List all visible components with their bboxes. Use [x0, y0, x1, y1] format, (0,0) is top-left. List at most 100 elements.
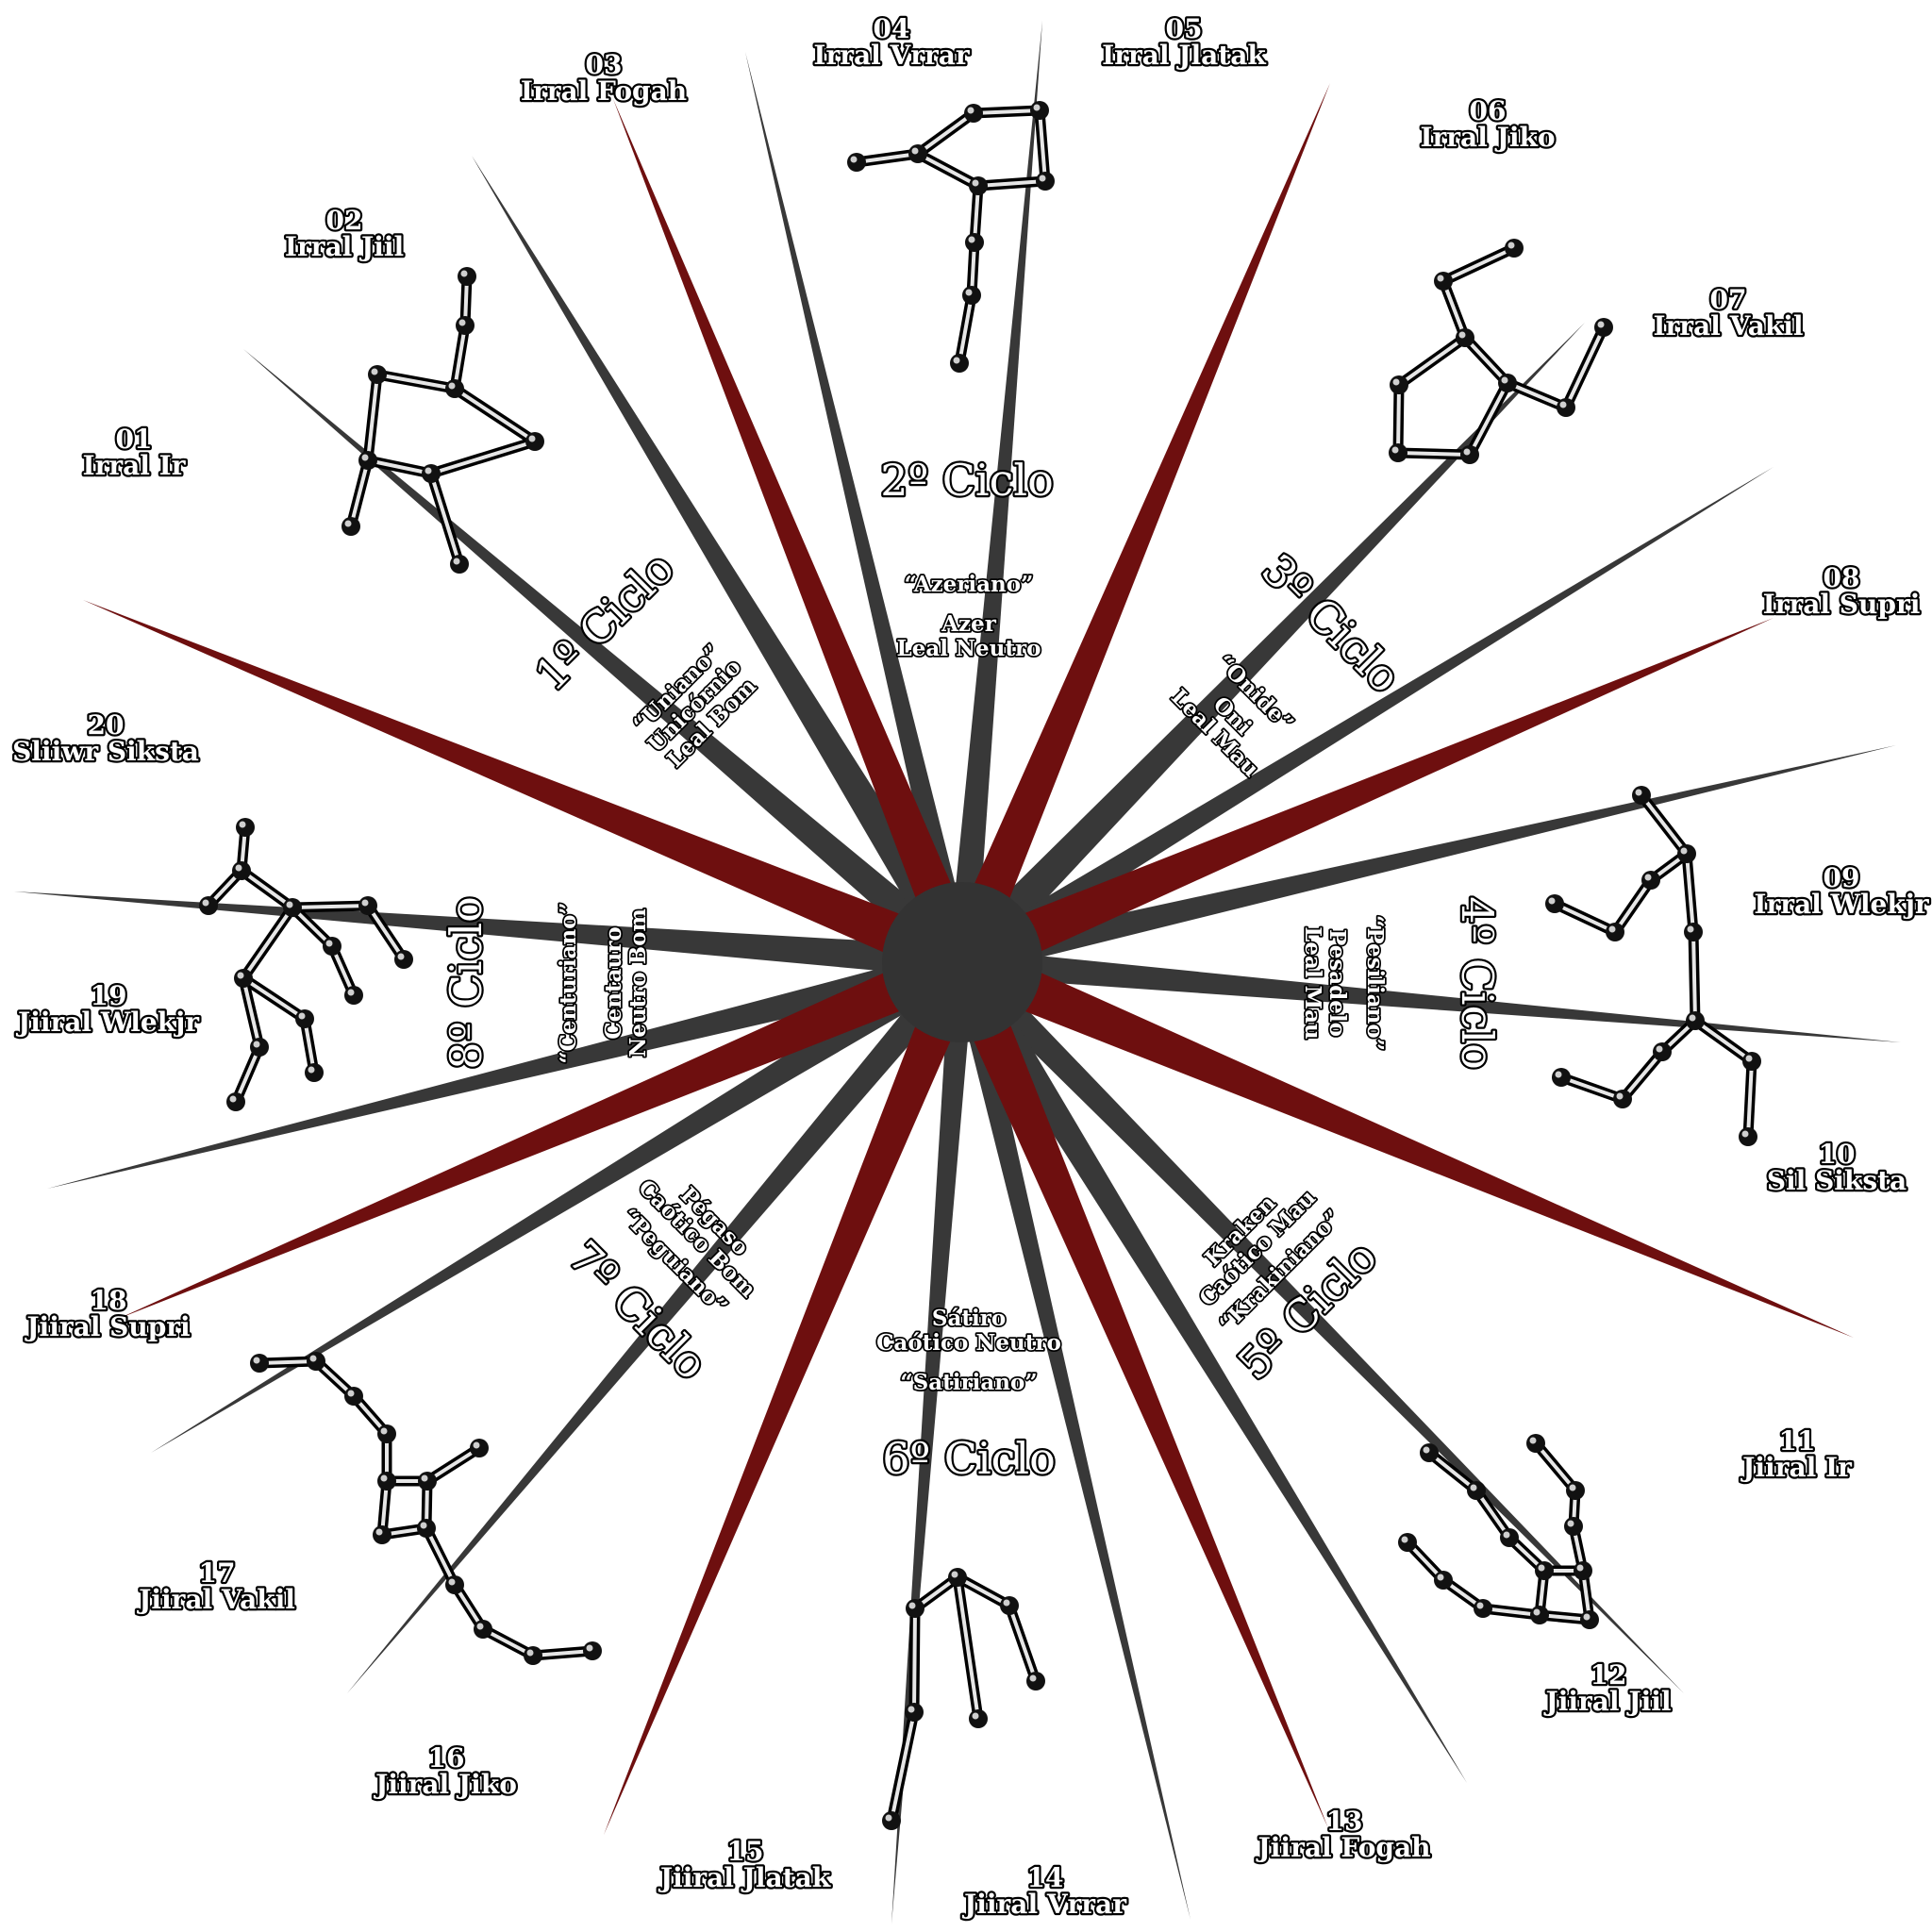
- star-shine: [1391, 446, 1399, 454]
- constellation-link-highlight: [242, 906, 294, 980]
- star-shine: [448, 382, 456, 390]
- star: [1557, 398, 1575, 417]
- constellation-6: [882, 1568, 1045, 1830]
- constellation-link-highlight: [242, 976, 261, 1049]
- star: [905, 1703, 924, 1722]
- constellation-link-highlight: [956, 1575, 1011, 1607]
- star: [847, 153, 866, 172]
- ray-13: [347, 953, 974, 1693]
- constellation-link-highlight: [1621, 1050, 1664, 1101]
- star: [1574, 1561, 1592, 1580]
- ray-1: [243, 349, 974, 974]
- star: [1434, 1571, 1453, 1590]
- star: [524, 1646, 542, 1665]
- star-shine: [425, 467, 432, 475]
- star: [1594, 318, 1613, 337]
- constellation-link-highlight: [916, 111, 975, 156]
- constellation-link-highlight: [1038, 108, 1047, 183]
- cycle-7-title: 7º Ciclo: [558, 1231, 717, 1390]
- star-shine: [1555, 1071, 1562, 1078]
- constellation-link-highlight: [976, 179, 1047, 188]
- star-shine: [1616, 1092, 1624, 1100]
- star: [583, 1641, 602, 1660]
- star-shine: [1559, 401, 1567, 408]
- ray-11: [950, 958, 1191, 1920]
- constellation-link-highlight: [1685, 852, 1695, 934]
- constellation-link-highlight: [349, 458, 370, 528]
- star: [344, 986, 363, 1005]
- cycle-8-title: 8º Ciclo: [441, 896, 491, 1070]
- star: [882, 1811, 901, 1830]
- ray-2: [472, 156, 978, 972]
- star: [1742, 1052, 1761, 1071]
- star-shine: [1576, 1564, 1584, 1572]
- star: [283, 898, 302, 917]
- star-shine: [380, 1474, 388, 1482]
- star: [1739, 1127, 1757, 1146]
- star: [1474, 1599, 1492, 1618]
- star-shine: [1003, 1599, 1010, 1607]
- star: [1686, 1011, 1705, 1030]
- star: [1535, 1561, 1554, 1580]
- ray-18: [942, 83, 1330, 971]
- constellation-link-highlight: [1693, 1019, 1754, 1063]
- star: [1566, 1481, 1585, 1500]
- star-shine: [375, 1528, 383, 1536]
- star: [1000, 1596, 1019, 1615]
- star-shine: [1745, 1055, 1753, 1062]
- constellation-link-highlight: [291, 904, 370, 909]
- star: [1434, 272, 1453, 291]
- constellation-link-highlight: [234, 1045, 261, 1104]
- constellation-3: [1389, 239, 1613, 464]
- star: [445, 1575, 464, 1594]
- star-shine: [308, 1066, 315, 1074]
- month-18: 18 Jiiral Supri: [24, 1285, 190, 1342]
- cycle-8-info: “Centuriano” CentauroNeutro Bom: [556, 902, 651, 1063]
- ray-14: [151, 949, 971, 1453]
- star: [417, 1519, 436, 1538]
- constellation-link-highlight: [531, 1649, 594, 1657]
- star: [1632, 786, 1651, 805]
- ray-17: [613, 99, 982, 971]
- star: [1530, 1606, 1549, 1624]
- star: [226, 1092, 245, 1111]
- star: [341, 517, 360, 536]
- ray-20: [953, 941, 1854, 1338]
- star: [1456, 328, 1474, 347]
- ray-21: [941, 954, 1328, 1828]
- star-shine: [1392, 378, 1400, 386]
- cycle-3-title: 3º Ciclo: [1252, 544, 1410, 703]
- star: [358, 896, 377, 915]
- ray-group: [14, 21, 1901, 1924]
- month-labels: 01 Irral Ir 02 Irral Jiil 03 Irral Fogah 04…: [10, 11, 1932, 1923]
- star: [908, 144, 927, 163]
- star-shine: [1470, 1484, 1477, 1491]
- cycle-6-info: Sátiro Caótico Neutro “Satiriano”: [876, 1306, 1061, 1395]
- star-shine: [237, 972, 244, 979]
- ray-15: [47, 947, 966, 1189]
- star-shine: [1401, 1536, 1408, 1543]
- constellation-link-highlight: [1396, 383, 1401, 455]
- constellation-link-highlight: [1397, 336, 1467, 387]
- ray-19: [953, 618, 1774, 984]
- star-shine: [965, 289, 973, 296]
- constellation-link-highlight: [912, 1607, 917, 1714]
- star: [1505, 239, 1524, 258]
- star-shine: [1583, 1613, 1591, 1621]
- month-12: 12 Jiiral Jiil: [1543, 1659, 1672, 1717]
- star-shine: [951, 1571, 958, 1578]
- star: [1526, 1434, 1545, 1453]
- constellation-link-highlight: [1746, 1059, 1754, 1139]
- star-shine: [1548, 897, 1556, 905]
- star-shine: [1029, 1674, 1037, 1682]
- star-shine: [1033, 104, 1041, 111]
- month-03: 03 Irral Fogah: [521, 49, 687, 107]
- star-shine: [1437, 275, 1444, 282]
- ray-22: [604, 954, 982, 1835]
- star-shine: [526, 1649, 534, 1657]
- star-shine: [908, 1602, 916, 1609]
- month-17: 17 Jiiral Vakil: [136, 1557, 295, 1615]
- star: [1467, 1481, 1486, 1500]
- constellation-link-highlight: [973, 184, 980, 244]
- constellation-link-highlight: [890, 1710, 916, 1823]
